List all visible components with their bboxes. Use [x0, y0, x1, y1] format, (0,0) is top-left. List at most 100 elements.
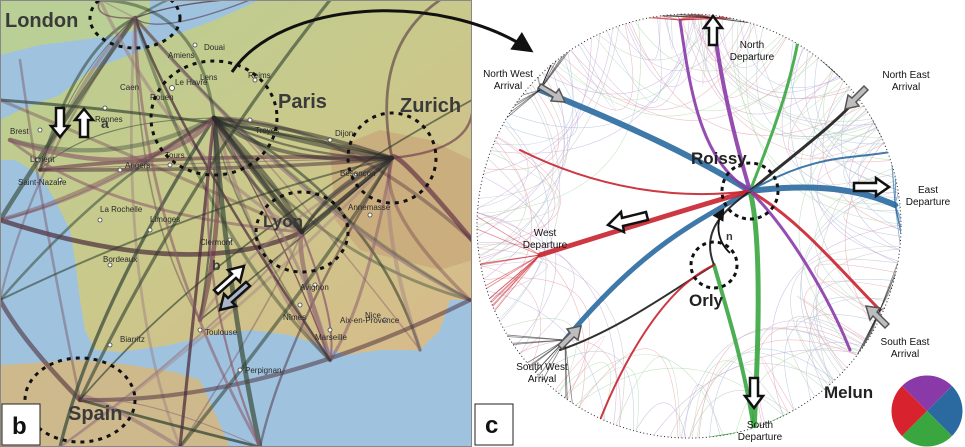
panel-b-letter-box	[1, 403, 41, 446]
edge-bundle	[748, 28, 802, 193]
fine-edge	[477, 33, 601, 209]
city-label: Dijon	[335, 129, 353, 138]
edge-tuft	[494, 254, 541, 312]
arrow-up-icon	[72, 107, 96, 139]
fine-edge	[477, 248, 625, 427]
city-label: Caen	[120, 83, 139, 92]
fine-edge	[615, 356, 681, 438]
map-edge	[328, 156, 394, 362]
edge-bundle	[678, 18, 752, 193]
edge-tuft	[879, 307, 885, 311]
edge-bundle	[537, 87, 753, 194]
map-edge	[133, 16, 472, 302]
fine-edge	[606, 16, 662, 103]
south-east-arrow-icon	[864, 305, 891, 330]
city-label: Brest	[10, 127, 29, 136]
fine-edge	[796, 317, 865, 383]
city-label: Biarritz	[120, 335, 145, 344]
north-west-arrow-icon	[536, 83, 567, 103]
fine-edge	[570, 49, 814, 121]
map-edge	[298, 229, 333, 363]
fine-edge	[493, 139, 532, 310]
map-hub-link	[212, 116, 394, 162]
map-edge	[38, 16, 137, 172]
map-edge	[0, 217, 305, 257]
fine-edge	[598, 15, 719, 61]
fine-edge	[814, 263, 897, 315]
edge-tuft	[679, 17, 728, 21]
city-label: Aix-en-Provence	[340, 316, 400, 325]
panel-c-letter: c	[485, 412, 498, 439]
label-roissy: Roissy	[691, 149, 747, 168]
map-edge	[58, 156, 394, 447]
edge-tuft	[509, 89, 541, 114]
map-edge	[98, 0, 136, 19]
edge-tuft	[490, 254, 541, 302]
fine-edge	[666, 14, 673, 50]
fine-edge	[477, 19, 641, 214]
map-edge	[98, 0, 216, 120]
marker-n: n	[726, 231, 733, 243]
label-south-departure: South Departure	[738, 420, 783, 443]
fine-edge	[616, 19, 737, 71]
fine-edge	[816, 109, 899, 262]
panel-c-circular: Roissy Orly Melun n North Departure North…	[474, 13, 963, 447]
label-lyon: Lyon	[263, 212, 303, 231]
panel-c-letter-box	[474, 403, 514, 446]
edge-bundle	[708, 190, 751, 266]
city-labels: Le Havre Rennes Brest Lorient Saint-Nazaire A…	[10, 43, 400, 375]
fine-edge	[760, 356, 795, 414]
fine-edges	[477, 14, 901, 438]
fine-edge	[669, 363, 831, 438]
south-west-arrow-icon	[556, 325, 582, 351]
lyon-circle	[254, 190, 350, 274]
edge-tuft	[492, 254, 541, 306]
map-edge	[133, 16, 472, 302]
fine-edge	[754, 24, 899, 190]
edge-tuft	[892, 166, 896, 206]
city-label: Perpignan	[245, 366, 281, 375]
city-label: Reims	[248, 71, 271, 80]
map-edge	[79, 398, 261, 447]
fine-edge	[634, 20, 781, 72]
fine-edge	[790, 41, 885, 145]
map-hub-link	[300, 156, 394, 234]
map-edge	[0, 116, 216, 302]
city-label: Avignon	[300, 283, 329, 292]
edge-bundle	[748, 189, 852, 352]
fine-edge	[477, 212, 521, 261]
map-hub-link	[211, 115, 305, 235]
edge-tuft	[661, 15, 681, 21]
fine-edge	[499, 119, 550, 322]
fine-edge	[578, 348, 679, 438]
city-dots	[35, 42, 388, 373]
map-edge	[134, 0, 251, 25]
fine-edge	[477, 136, 561, 249]
land-britain	[0, 0, 150, 55]
arrow-diag-gray-icon	[218, 280, 252, 312]
map-hub-link	[300, 156, 394, 234]
panel-b-letter: b	[12, 413, 27, 440]
fine-edge	[635, 402, 687, 438]
label-west-departure: West Departure	[523, 228, 568, 251]
fine-edge	[576, 366, 639, 432]
edge-tuft	[894, 204, 901, 235]
edge-bundle	[562, 188, 753, 343]
fine-edge	[483, 27, 613, 174]
edge-tuft	[679, 14, 696, 21]
label-north-east-arrival: North East Arrival	[882, 70, 929, 93]
edge-tuft	[477, 216, 541, 256]
map-hub-link	[212, 116, 394, 160]
fine-edge	[478, 78, 565, 199]
fine-edge	[477, 152, 559, 225]
fine-edge	[700, 14, 746, 62]
map-edge	[0, 115, 217, 223]
label-paris: Paris	[278, 91, 327, 113]
land-mass	[0, 0, 472, 355]
city-label: Tours	[165, 151, 185, 160]
city-label: Bordeaux	[103, 255, 137, 264]
map-edge	[212, 116, 332, 362]
edge-tuft	[894, 204, 901, 207]
city-label: Saint-Nazaire	[18, 178, 67, 187]
fine-edge	[721, 16, 784, 68]
